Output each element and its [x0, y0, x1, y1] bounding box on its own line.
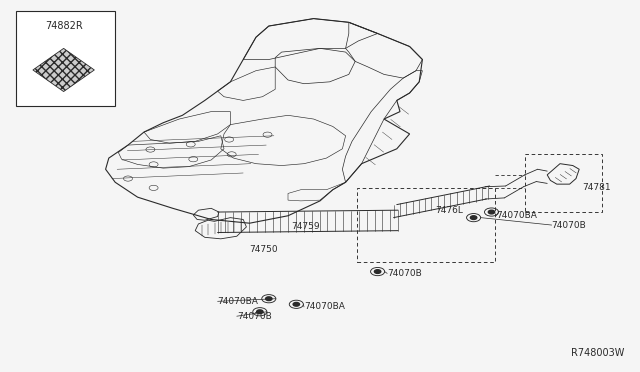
- Text: 74070BA: 74070BA: [496, 211, 537, 220]
- Circle shape: [374, 270, 381, 273]
- Bar: [16, 11, 115, 106]
- Text: 7476L: 7476L: [435, 206, 463, 215]
- Text: 74070BA: 74070BA: [304, 302, 345, 311]
- Circle shape: [488, 210, 495, 214]
- Text: 74070B: 74070B: [387, 269, 422, 278]
- Text: 74070B: 74070B: [237, 312, 271, 321]
- Circle shape: [293, 302, 300, 306]
- Text: 74070B: 74070B: [552, 221, 586, 230]
- Polygon shape: [33, 48, 94, 92]
- Text: 74882R: 74882R: [45, 21, 83, 31]
- Text: R748003W: R748003W: [571, 348, 624, 358]
- Circle shape: [470, 216, 477, 219]
- Text: 74070BA: 74070BA: [218, 297, 259, 306]
- Circle shape: [266, 297, 272, 301]
- Circle shape: [257, 310, 263, 314]
- Bar: [525, 154, 602, 212]
- Text: 74759: 74759: [291, 222, 320, 231]
- Text: 74781: 74781: [582, 183, 611, 192]
- Text: 74750: 74750: [250, 245, 278, 254]
- Bar: [357, 188, 495, 262]
